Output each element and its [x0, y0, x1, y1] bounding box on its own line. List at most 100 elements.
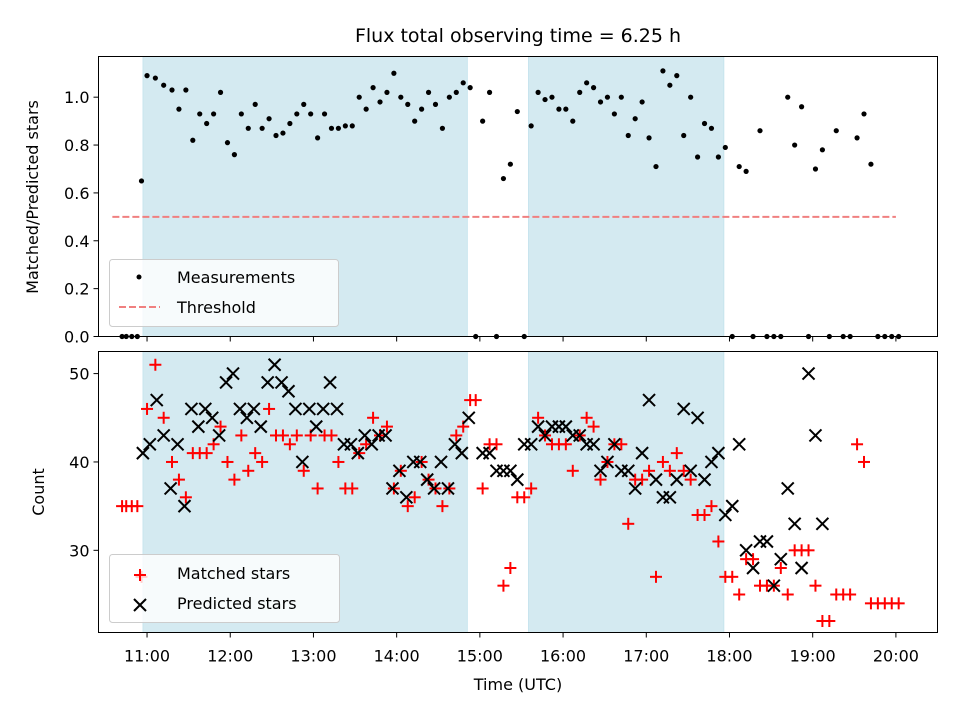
measurement-point — [480, 118, 486, 124]
predicted-star-point — [323, 375, 337, 390]
measurement-point — [152, 75, 158, 81]
predicted-star-point — [385, 481, 400, 496]
predicted-star-point — [642, 393, 656, 407]
matched-star-point — [559, 438, 572, 451]
matched-star-point — [325, 429, 338, 442]
measurement-point — [211, 111, 217, 117]
matched-star-point — [179, 491, 192, 504]
measurement-point — [743, 168, 749, 174]
matched-star-point — [360, 438, 373, 451]
predicted-star-point — [260, 375, 275, 390]
predicted-star-point — [330, 402, 344, 416]
measurement-point — [785, 94, 791, 100]
measurement-point — [514, 108, 520, 115]
matched-star-point — [892, 597, 905, 610]
bottom-y-axis: 30 40 50 — [69, 365, 99, 560]
measurement-point — [342, 123, 348, 129]
matched-star-point — [157, 411, 170, 424]
measurement-point — [138, 178, 145, 184]
measurement-point — [611, 111, 617, 117]
predicted-star-point — [143, 437, 157, 451]
measurement-point — [570, 118, 576, 124]
predicted-stars-series — [136, 358, 830, 593]
measurement-point — [500, 175, 507, 182]
x-tick-label: 20:00 — [873, 647, 919, 666]
y-tick-label: 0.8 — [64, 136, 89, 155]
predicted-star-point — [309, 419, 323, 434]
predicted-star-point — [510, 472, 525, 487]
matched-star-point — [844, 588, 857, 601]
measurement-point — [618, 94, 624, 100]
matched-star-point — [141, 402, 154, 415]
matched-star-point — [518, 491, 531, 504]
bottom-axes-frame — [98, 351, 938, 633]
predicted-star-point — [607, 437, 622, 451]
x-tick-label: 16:00 — [540, 647, 586, 666]
predicted-star-point — [593, 464, 608, 478]
matched-star-point — [774, 561, 787, 574]
predicted-star-point — [711, 446, 726, 460]
measurement-point — [861, 111, 867, 117]
bottom-panel: 30 40 50 11:00 12:00 13:00 14:00 15:00 16:00 17:… — [29, 351, 938, 694]
measurement-point — [266, 116, 272, 122]
matched-star-point — [670, 447, 683, 460]
measurement-point — [391, 70, 397, 76]
chart-title: Flux total observing time = 6.25 h — [355, 25, 681, 47]
measurements-series — [119, 68, 902, 340]
predicted-star-point — [434, 455, 448, 469]
predicted-star-point — [163, 481, 178, 496]
matched-star-point — [332, 455, 345, 468]
legend-predicted-label: Predicted stars — [177, 594, 297, 613]
legend-matched-marker — [134, 569, 146, 581]
predicted-star-point — [538, 428, 552, 443]
matched-star-point — [566, 464, 579, 477]
predicted-star-point — [718, 508, 733, 522]
legend-matched-label: Matched stars — [177, 564, 290, 583]
predicted-star-point — [794, 561, 809, 575]
bottom-legend: Matched stars Predicted stars — [109, 554, 340, 623]
observing-window-2 — [528, 56, 725, 337]
measurement-point — [674, 73, 680, 79]
measurement-point — [563, 106, 569, 112]
matched-star-point — [235, 429, 248, 442]
measurement-point — [259, 125, 265, 131]
measurement-point — [321, 111, 328, 117]
matched-star-point — [172, 473, 185, 486]
measurement-point — [315, 135, 321, 141]
predicted-star-point — [482, 446, 497, 460]
predicted-star-point — [316, 402, 330, 416]
predicted-star-point — [635, 446, 649, 460]
x-tick-label: 12:00 — [207, 647, 253, 666]
predicted-star-point — [670, 472, 684, 487]
measurement-point — [708, 125, 715, 131]
measurement-point — [653, 163, 659, 170]
predicted-star-point — [288, 402, 303, 416]
top-legend: Measurements Threshold — [109, 259, 339, 327]
observing-window-2 — [528, 351, 725, 633]
measurement-point — [398, 94, 404, 100]
matched-star-point — [504, 561, 517, 574]
measurement-point — [798, 104, 805, 110]
matched-star-point — [851, 438, 864, 451]
matched-star-point — [587, 420, 600, 433]
measurement-point — [597, 99, 604, 105]
matched-star-point — [131, 500, 144, 513]
legend-measurements-marker — [136, 274, 142, 280]
matched-star-point — [436, 500, 449, 513]
measurement-point — [556, 106, 562, 112]
predicted-star-point — [621, 464, 635, 478]
predicted-star-point — [531, 419, 545, 434]
predicted-star-point — [683, 464, 698, 478]
matched-star-point — [497, 579, 510, 592]
predicted-star-point — [600, 455, 615, 469]
measurement-point — [667, 82, 673, 88]
matched-star-point — [276, 429, 289, 442]
matched-star-point — [263, 402, 276, 415]
predicted-star-point — [628, 481, 642, 496]
matched-star-point — [532, 411, 545, 424]
predicted-star-point — [663, 490, 677, 505]
x-tick-label: 19:00 — [790, 647, 836, 666]
predicted-star-point — [295, 455, 310, 469]
measurement-point — [792, 142, 798, 148]
x-axis-label: Time (UTC) — [473, 675, 562, 694]
